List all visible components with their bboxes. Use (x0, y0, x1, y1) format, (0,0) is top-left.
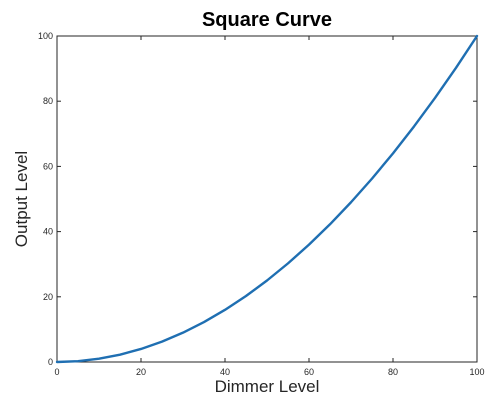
x-tick-label: 100 (469, 367, 484, 377)
plot-area (56, 35, 478, 363)
y-tick-label: 80 (43, 96, 53, 106)
x-tick-label: 0 (54, 367, 59, 377)
series-layer (55, 34, 479, 364)
series-line (55, 34, 479, 364)
y-tick-label: 100 (38, 31, 53, 41)
y-tick-label: 0 (48, 357, 53, 367)
x-tick-label: 20 (136, 367, 146, 377)
y-tick-label: 20 (43, 292, 53, 302)
y-axis-title: Output Level (12, 151, 31, 247)
x-tick-label: 80 (388, 367, 398, 377)
x-tick-label: 60 (304, 367, 314, 377)
y-tick-label: 40 (43, 227, 53, 237)
y-tick-label: 60 (43, 161, 53, 171)
x-axis-title: Dimmer Level (215, 377, 320, 396)
chart-title: Square Curve (202, 9, 332, 31)
x-tick-label: 40 (220, 367, 230, 377)
axis-ticks: 0 20 40 60 80 100 0 20 40 60 80 100 (38, 31, 485, 377)
